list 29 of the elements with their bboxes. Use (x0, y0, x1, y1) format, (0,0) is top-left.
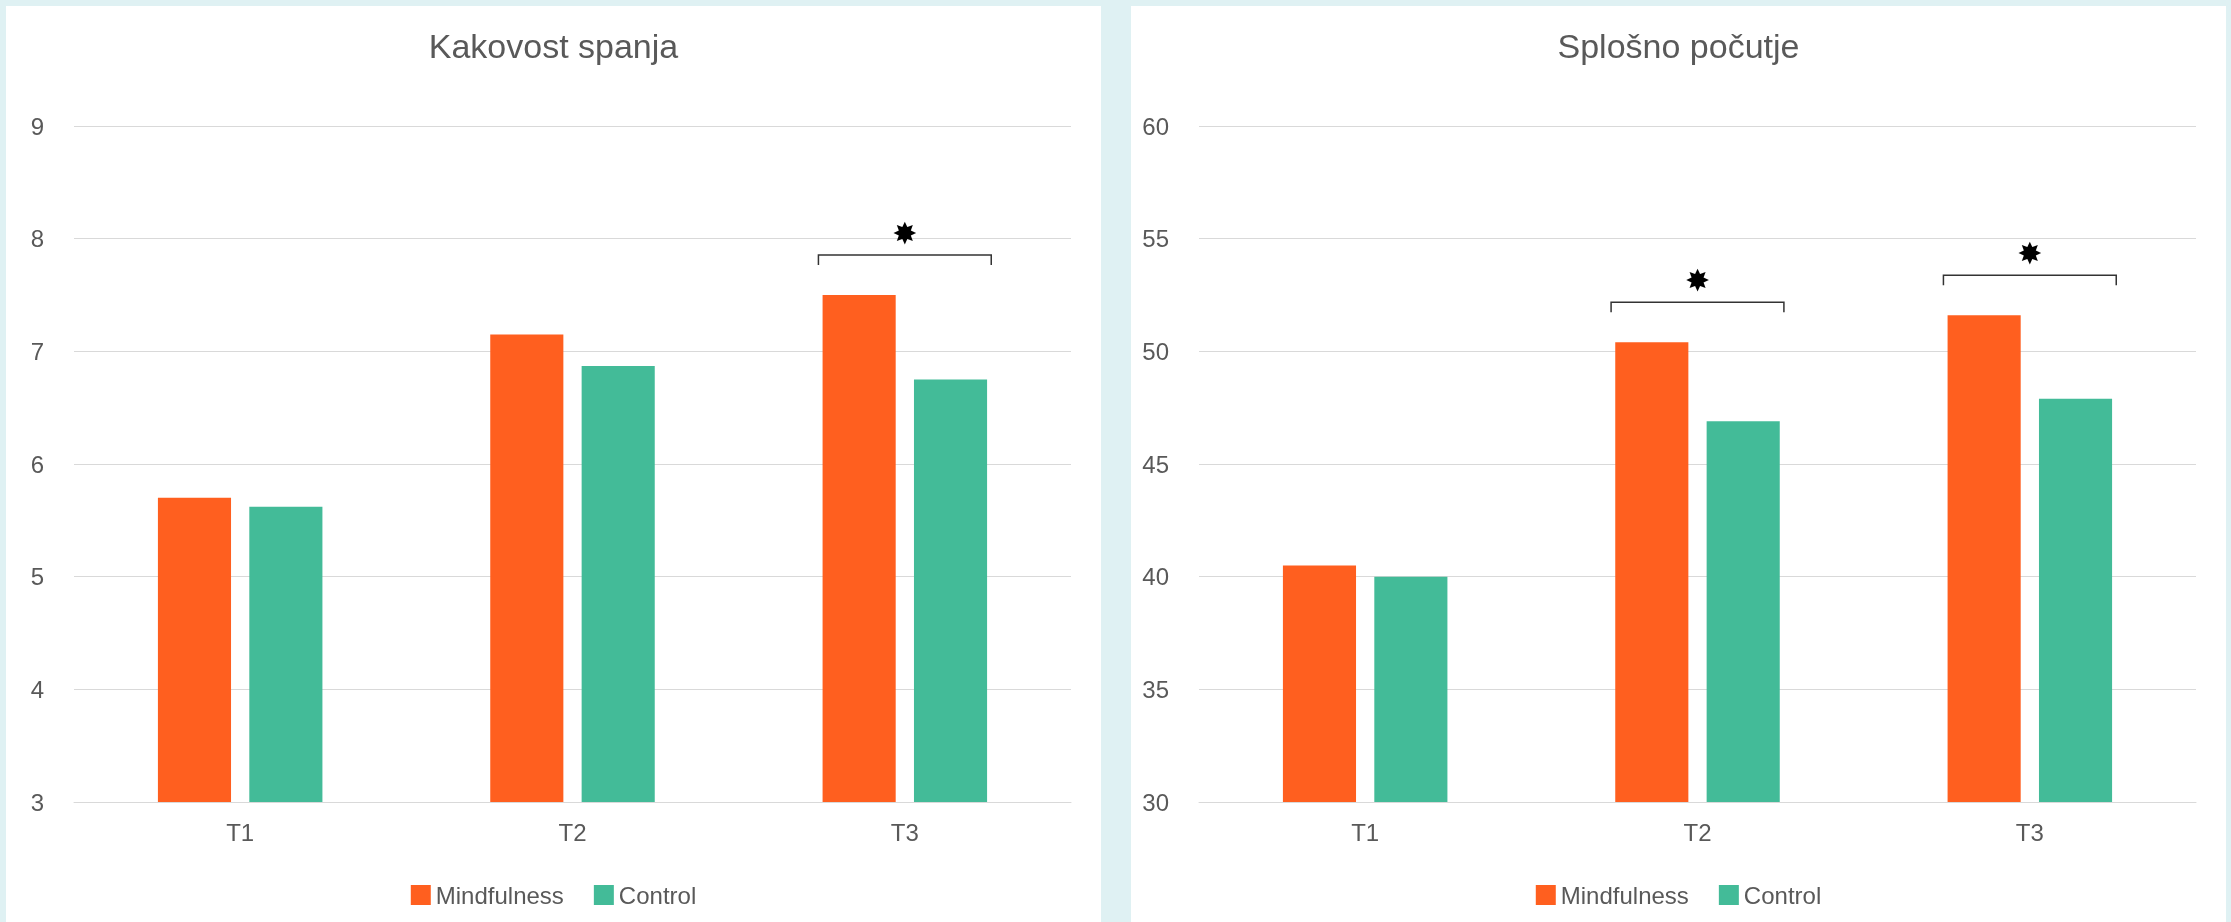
x-tick-label: T1 (1351, 818, 1380, 846)
chart-title: Splošno počutje (1557, 27, 1800, 65)
y-tick-label: 5 (30, 563, 44, 591)
x-tick-label: T1 (226, 818, 255, 846)
annotation: ✸ (1684, 262, 1711, 298)
y-tick-label: 30 (1142, 788, 1169, 816)
y-tick-label: 8 (30, 225, 44, 253)
legend-label: Mindfulness (435, 881, 564, 909)
y-tick-label: 60 (1142, 112, 1169, 140)
legend-label: Control (618, 881, 697, 909)
x-tick-label: T2 (1683, 818, 1712, 846)
y-tick-label: 55 (1142, 225, 1169, 253)
legend-label: Mindfulness (1560, 881, 1689, 909)
y-tick-label: 6 (30, 450, 44, 478)
annotation: ✸ (892, 215, 918, 251)
annotation: ✸ (2017, 235, 2043, 271)
y-tick-label: 40 (1142, 563, 1169, 591)
x-tick-label: T3 (2015, 818, 2044, 846)
y-tick-label: 4 (30, 675, 44, 703)
x-tick-label: T3 (890, 818, 919, 846)
y-tick-label: 35 (1142, 675, 1169, 703)
y-tick-label: 7 (30, 337, 44, 365)
y-tick-label: 9 (30, 112, 44, 140)
y-tick-label: 3 (30, 788, 44, 816)
legend-label: Control (1743, 881, 1822, 909)
y-tick-label: 45 (1142, 450, 1169, 478)
chart-title: Kakovost spanja (428, 27, 679, 65)
x-tick-label: T2 (558, 818, 587, 846)
y-tick-label: 50 (1142, 337, 1169, 365)
